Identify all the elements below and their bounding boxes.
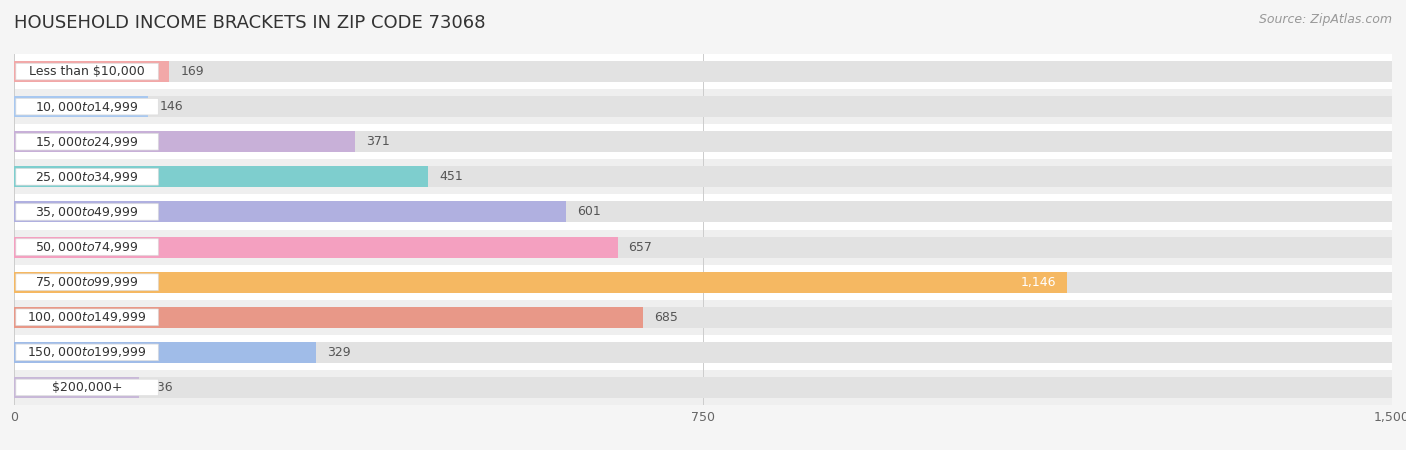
Bar	[14, 342, 1392, 363]
FancyBboxPatch shape	[15, 239, 159, 255]
Bar	[14, 89, 1392, 124]
Bar	[14, 166, 429, 187]
Bar	[14, 131, 1392, 152]
Bar	[14, 96, 1392, 117]
Text: 685: 685	[654, 311, 678, 324]
Bar	[14, 272, 1392, 292]
Text: $200,000+: $200,000+	[52, 381, 122, 394]
FancyBboxPatch shape	[15, 204, 159, 220]
Bar	[14, 230, 1392, 265]
Bar	[14, 300, 1392, 335]
Text: Less than $10,000: Less than $10,000	[30, 65, 145, 78]
Text: 169: 169	[180, 65, 204, 78]
Bar	[14, 335, 1392, 370]
Bar	[14, 370, 1392, 405]
Bar	[14, 61, 169, 82]
Bar	[14, 377, 139, 398]
Text: 1,146: 1,146	[1021, 276, 1056, 288]
Bar	[14, 54, 1392, 89]
Bar	[14, 237, 617, 257]
Text: $100,000 to $149,999: $100,000 to $149,999	[27, 310, 146, 324]
Text: $35,000 to $49,999: $35,000 to $49,999	[35, 205, 139, 219]
Text: 146: 146	[159, 100, 183, 113]
Bar	[14, 96, 148, 117]
FancyBboxPatch shape	[15, 309, 159, 325]
Bar	[14, 124, 1392, 159]
Text: 136: 136	[150, 381, 173, 394]
FancyBboxPatch shape	[15, 99, 159, 115]
Text: 601: 601	[576, 206, 600, 218]
Bar	[14, 61, 1392, 82]
Bar	[14, 307, 1392, 328]
Bar	[14, 272, 1067, 292]
FancyBboxPatch shape	[15, 169, 159, 185]
Bar	[14, 307, 644, 328]
Text: 329: 329	[328, 346, 352, 359]
Text: $25,000 to $34,999: $25,000 to $34,999	[35, 170, 139, 184]
Bar	[14, 131, 354, 152]
Bar	[14, 202, 567, 222]
FancyBboxPatch shape	[15, 63, 159, 80]
Bar	[14, 342, 316, 363]
Bar	[14, 237, 1392, 257]
Bar	[14, 265, 1392, 300]
Bar	[14, 377, 1392, 398]
Text: HOUSEHOLD INCOME BRACKETS IN ZIP CODE 73068: HOUSEHOLD INCOME BRACKETS IN ZIP CODE 73…	[14, 14, 485, 32]
Text: $75,000 to $99,999: $75,000 to $99,999	[35, 275, 139, 289]
FancyBboxPatch shape	[15, 379, 159, 396]
Bar	[14, 194, 1392, 230]
Text: $150,000 to $199,999: $150,000 to $199,999	[27, 345, 146, 360]
Text: Source: ZipAtlas.com: Source: ZipAtlas.com	[1258, 14, 1392, 27]
FancyBboxPatch shape	[15, 274, 159, 290]
Bar	[14, 202, 1392, 222]
Text: $50,000 to $74,999: $50,000 to $74,999	[35, 240, 139, 254]
Bar	[14, 159, 1392, 194]
Text: 657: 657	[628, 241, 652, 253]
FancyBboxPatch shape	[15, 344, 159, 360]
Bar	[14, 166, 1392, 187]
Text: 371: 371	[366, 135, 389, 148]
FancyBboxPatch shape	[15, 134, 159, 150]
Text: $10,000 to $14,999: $10,000 to $14,999	[35, 99, 139, 114]
Text: 451: 451	[439, 171, 463, 183]
Text: $15,000 to $24,999: $15,000 to $24,999	[35, 135, 139, 149]
